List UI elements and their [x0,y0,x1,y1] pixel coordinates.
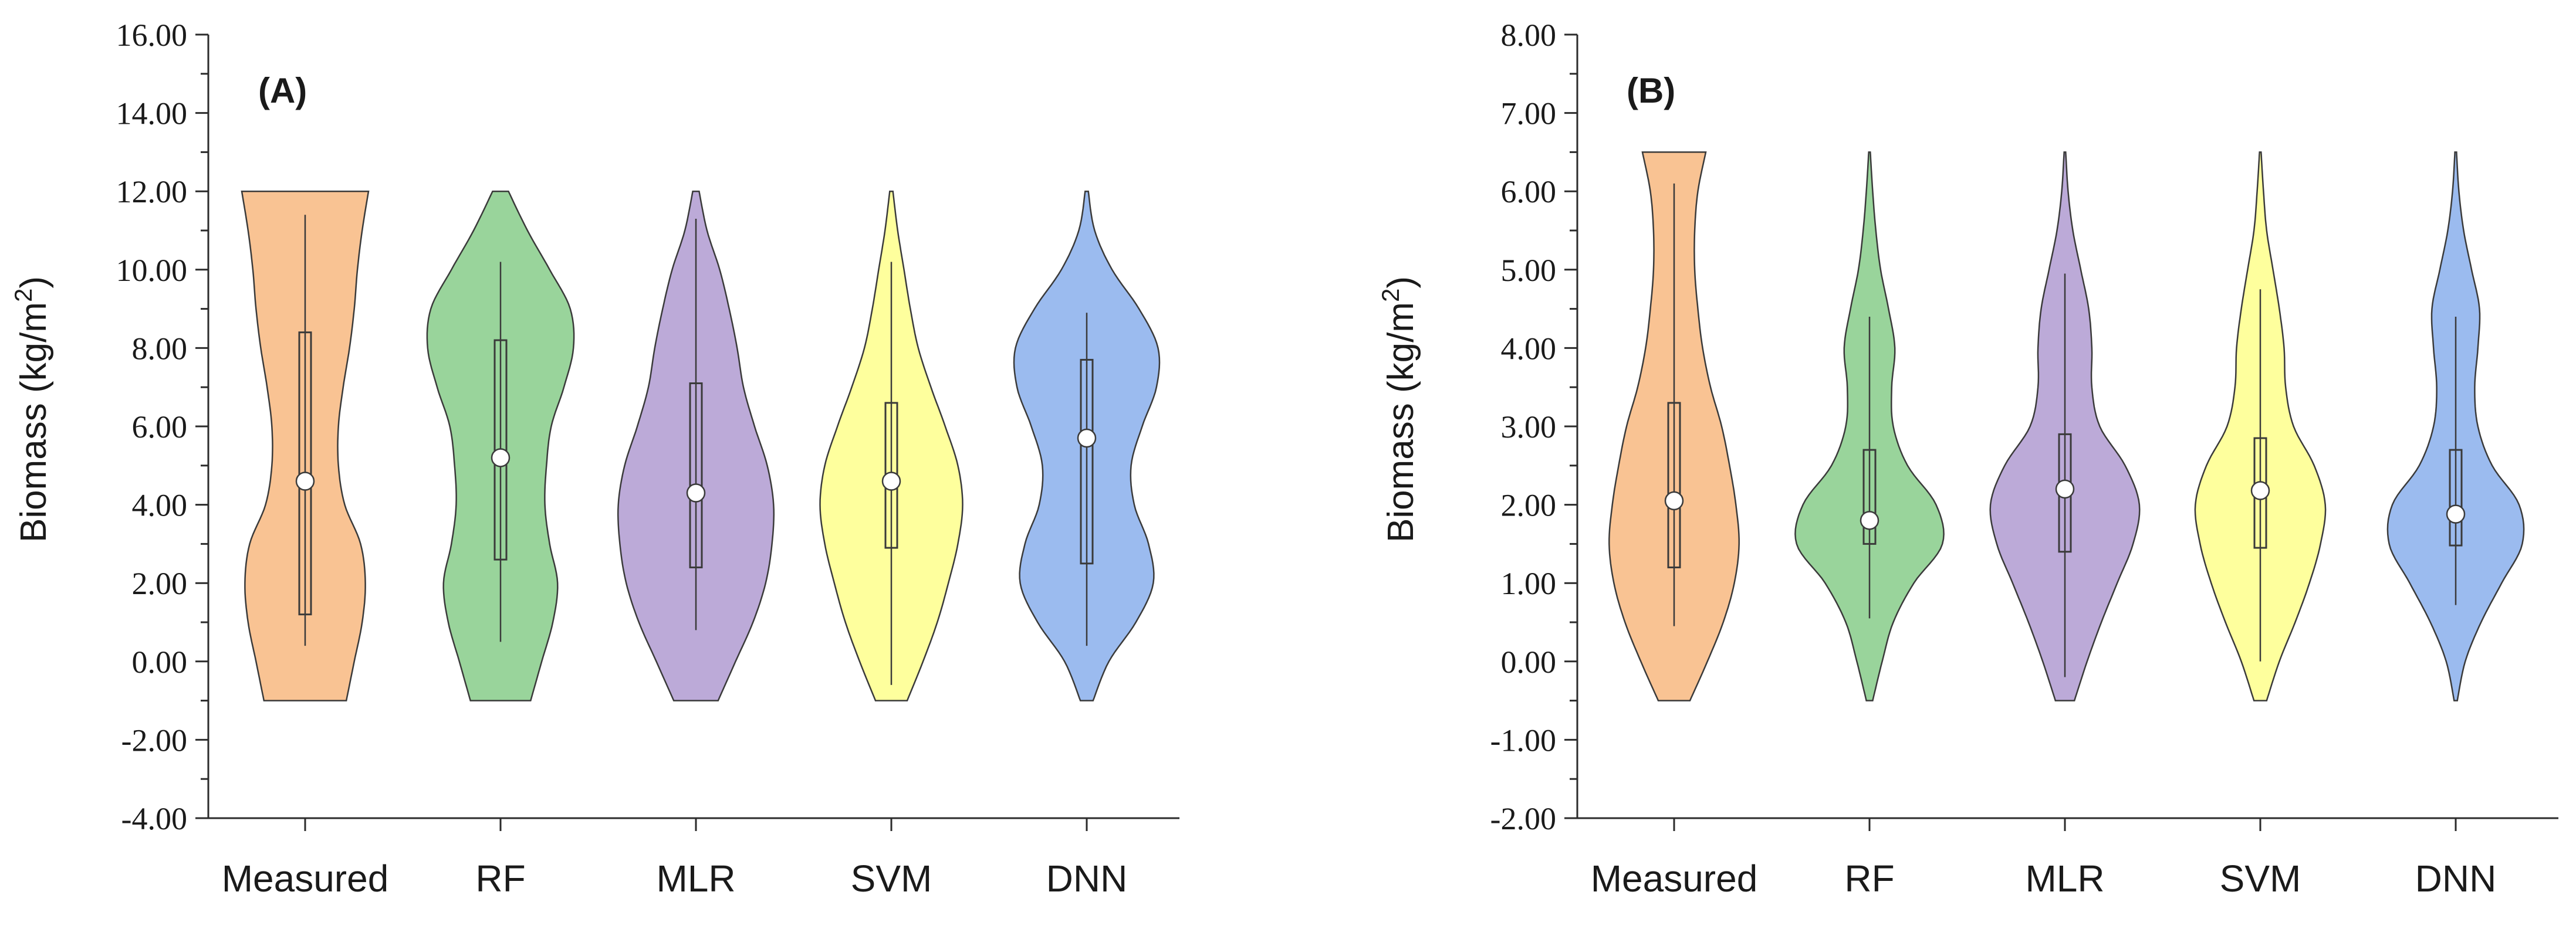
panel-a-y-axis-label-close: ) [13,276,54,289]
median-measured-b [1664,491,1684,511]
panel-b-y-tick-label: 1.00 [1501,566,1557,601]
panel-b-y-axis-label-close: ) [1381,276,1421,289]
panel-b-y-tick-label: 8.00 [1501,18,1557,53]
panel-b-y-tick-label: 0.00 [1501,645,1557,680]
panel-a-x-tick-label-measured: Measured [222,857,389,900]
median-dnn-a [1077,428,1097,448]
panel-b-y-axis-label-main: Biomass (kg/m [1381,302,1421,543]
panel-a-x-tick-label-mlr: MLR [656,857,735,900]
panel-a-y-tick-label: 8.00 [132,331,188,366]
panel-a-y-tick-label: 12.00 [116,174,188,209]
panel-b-x-tick-label-dnn: DNN [2415,857,2497,900]
panel-a-y-tick-label: 2.00 [132,566,188,601]
panel-b-y-axis-label-sup: 2 [1377,289,1404,302]
panel-b-x-tick-label-mlr: MLR [2025,857,2104,900]
median-rf-a [491,448,511,467]
panel-a-y-tick-label: -4.00 [121,801,187,836]
panel-b-y-tick-label: -2.00 [1490,801,1556,836]
panel-a: (A) Biomass (kg/m2) -4.00 -2.00 0.00 2.00 4.… [9,18,1179,900]
median-mlr-a [686,483,706,503]
panel-b-x-tick-label-svm: SVM [2220,857,2301,900]
panel-a-y-axis-label-sup: 2 [9,289,37,302]
panel-b-y-tick-label: 7.00 [1501,96,1557,131]
median-mlr-b [2055,479,2075,499]
panel-b-label: (B) [1627,71,1675,110]
iqr-box-rf-b [1862,449,1877,545]
panel-a-x-tick-label-svm: SVM [851,857,932,900]
panel-a-label: (A) [258,71,307,110]
panel-a-y-tick-label: 0.00 [132,645,188,680]
panel-b-y-axis-label: Biomass (kg/m2) [1377,276,1421,543]
panel-a-y-tick-label: 10.00 [116,253,188,288]
panel-b-y-tick-label: -1.00 [1490,723,1556,758]
panel-b-x-tick-label-measured: Measured [1591,857,1758,900]
panel-b: (B) Biomass (kg/m2) -2.00 -1.00 0.00 1.00 2.… [1377,18,2558,900]
median-rf-b [1860,511,1879,530]
panel-a-x-tick-label-dnn: DNN [1046,857,1128,900]
iqr-box-dnn-b [2449,449,2463,547]
median-svm-b [2250,481,2270,500]
panel-b-x-tick-label-rf: RF [1844,857,1894,900]
panel-a-y-tick-label: -2.00 [121,723,187,758]
median-svm-a [881,472,901,491]
panel-b-y-tick-label: 4.00 [1501,331,1557,366]
median-dnn-b [2446,504,2466,524]
panel-a-y-tick-label: 4.00 [132,488,188,523]
iqr-box-measured-a [298,331,312,616]
panel-b-y-tick-label: 3.00 [1501,409,1557,445]
iqr-box-rf-a [493,339,508,561]
panel-a-y-axis-label-main: Biomass (kg/m [13,302,54,543]
panel-a-y-axis-label: Biomass (kg/m2) [9,276,54,543]
iqr-box-dnn-a [1080,358,1094,565]
panel-a-y-tick-label: 6.00 [132,409,188,445]
panel-b-y-tick-label: 5.00 [1501,253,1557,288]
panel-b-y-tick-label: 6.00 [1501,174,1557,209]
panel-a-x-tick-label-rf: RF [475,857,525,900]
iqr-box-measured-b [1667,402,1681,568]
panel-a-y-tick-label: 16.00 [116,18,188,53]
panel-a-y-tick-label: 14.00 [116,96,188,131]
iqr-box-mlr-a [689,382,703,568]
median-measured-a [295,472,315,491]
panel-b-y-tick-label: 2.00 [1501,488,1557,523]
